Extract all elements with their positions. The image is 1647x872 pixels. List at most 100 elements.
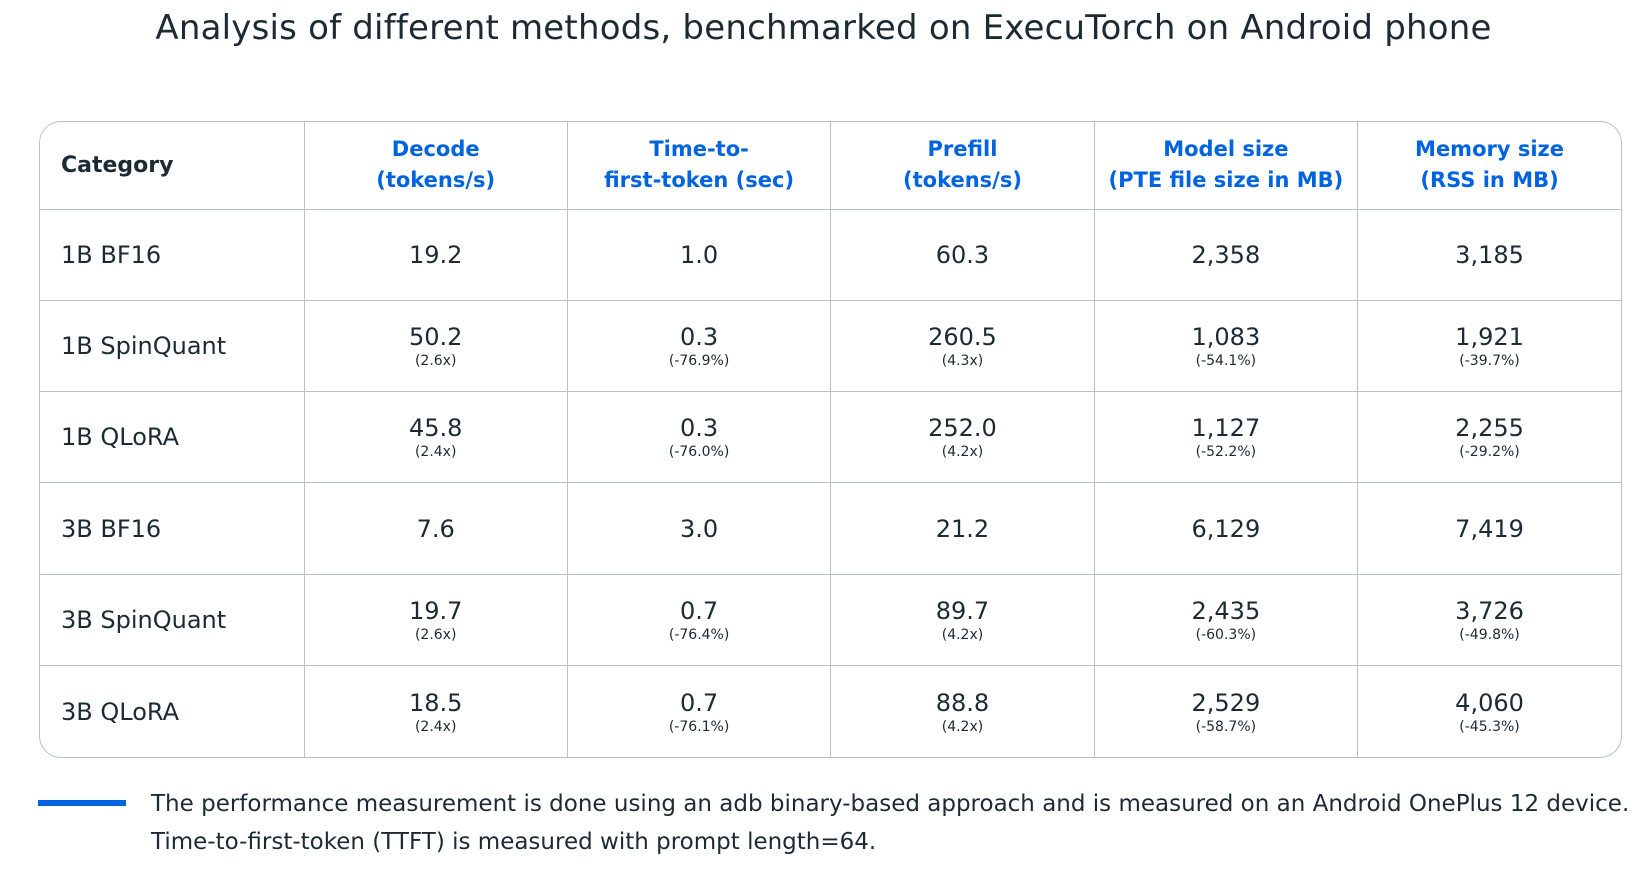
column-header-line: Model size [1163, 137, 1289, 162]
cell-delta: (-76.9%) [668, 352, 730, 369]
cell-value: 21.2 [935, 514, 990, 543]
table-cell: 88.8 (4.2x) [830, 665, 1095, 757]
table-cell: 0.7 (-76.4%) [567, 574, 832, 667]
column-header-line: (RSS in MB) [1420, 168, 1559, 193]
column-header-line: (tokens/s) [903, 168, 1022, 193]
table-cell: 50.2 (2.6x) [304, 300, 568, 393]
column-header-category: Category [40, 122, 305, 210]
table-cell: 1,127 (-52.2%) [1094, 391, 1359, 484]
table-cell: 2,529 (-58.7%) [1094, 665, 1359, 757]
column-header-line: Time-to- [649, 137, 749, 162]
cell-delta: (4.3x) [941, 352, 984, 369]
cell-delta: (-49.8%) [1459, 626, 1520, 643]
cell-value: 1,083 [1191, 322, 1261, 351]
table-cell: 60.3 [830, 209, 1095, 301]
cell-value: 3,726 [1455, 596, 1524, 625]
row-category: 1B BF16 [40, 209, 305, 301]
cell-value: 89.7 [935, 596, 990, 625]
cell-value: 0.7 [680, 688, 719, 717]
table-row: 1B BF16 19.2 1.0 60.3 2,358 3,185 [40, 209, 1621, 301]
cell-delta: (-54.1%) [1195, 352, 1257, 369]
benchmark-table: Category Decode (tokens/s) Time-to- firs… [39, 121, 1622, 758]
table-row: 3B SpinQuant 19.7 (2.6x) 0.7 (-76.4%) 89.7 (4.… [40, 574, 1621, 667]
table-header-row: Category Decode (tokens/s) Time-to- firs… [40, 122, 1621, 210]
column-header-model-size: Model size (PTE file size in MB) [1094, 122, 1359, 210]
cell-value: 7,419 [1455, 514, 1524, 543]
table-body: 1B BF16 19.2 1.0 60.3 2,358 3,185 1B SpinQuant… [40, 209, 1621, 757]
page-title: Analysis of different methods, benchmark… [155, 8, 1492, 48]
cell-delta: (-58.7%) [1195, 718, 1257, 735]
table-cell: 3,726 (-49.8%) [1357, 574, 1621, 667]
footnote-accent-bar [38, 800, 126, 806]
cell-delta: (-29.2%) [1459, 444, 1520, 461]
column-header-line: Prefill [927, 137, 998, 162]
cell-value: 3,185 [1455, 240, 1524, 269]
cell-value: 260.5 [928, 322, 997, 351]
cell-delta: (-76.1%) [668, 718, 730, 735]
cell-value: 1,921 [1455, 322, 1524, 351]
cell-delta: (2.4x) [414, 718, 457, 735]
cell-delta: (-76.4%) [668, 626, 730, 643]
row-category: 3B BF16 [40, 482, 305, 575]
cell-value: 0.3 [680, 322, 719, 351]
table-cell: 2,435 (-60.3%) [1094, 574, 1359, 667]
cell-value: 2,358 [1191, 240, 1261, 269]
cell-value: 1.0 [680, 240, 719, 269]
cell-value: 19.2 [408, 240, 463, 269]
table-cell: 2,255 (-29.2%) [1357, 391, 1621, 484]
table-cell: 19.7 (2.6x) [304, 574, 568, 667]
cell-delta: (4.2x) [941, 626, 984, 643]
table-cell: 2,358 [1094, 209, 1359, 301]
table-row: 1B QLoRA 45.8 (2.4x) 0.3 (-76.0%) 252.0 (4.2x)… [40, 391, 1621, 484]
column-header-line: Memory size [1415, 137, 1565, 162]
cell-value: 19.7 [408, 596, 463, 625]
cell-value: 2,435 [1191, 596, 1261, 625]
cell-value: 88.8 [935, 688, 990, 717]
cell-delta: (-60.3%) [1195, 626, 1257, 643]
cell-value: 50.2 [408, 322, 463, 351]
cell-value: 7.6 [416, 514, 455, 543]
cell-delta: (2.4x) [414, 444, 457, 461]
table-cell: 45.8 (2.4x) [304, 391, 568, 484]
cell-value: 6,129 [1191, 514, 1261, 543]
cell-value: 18.5 [408, 688, 463, 717]
footnote-text: The performance measurement is done usin… [151, 791, 1630, 855]
table-cell: 19.2 [304, 209, 568, 301]
row-category: 1B QLoRA [40, 391, 305, 484]
table-cell: 0.3 (-76.9%) [567, 300, 832, 393]
cell-value: 60.3 [935, 240, 990, 269]
table-cell: 3.0 [567, 482, 832, 575]
table-cell: 7.6 [304, 482, 568, 575]
table-cell: 260.5 (4.3x) [830, 300, 1095, 393]
cell-value: 1,127 [1191, 414, 1261, 443]
cell-value: 2,255 [1455, 414, 1524, 443]
cell-value: 0.3 [680, 414, 719, 443]
cell-value: 2,529 [1191, 688, 1261, 717]
column-header-line: Category [61, 152, 174, 178]
row-category: 3B SpinQuant [40, 574, 305, 667]
table-cell: 4,060 (-45.3%) [1358, 666, 1621, 757]
column-header-line: (tokens/s) [376, 168, 496, 193]
table-row: 3B QLoRA 18.5 (2.4x) 0.7 (-76.1%) 88.8 (4.2x) 2… [40, 665, 1621, 757]
cell-delta: (2.6x) [414, 352, 457, 369]
cell-delta: (4.2x) [941, 444, 984, 461]
cell-value: 4,060 [1455, 688, 1524, 717]
cell-delta: (-52.2%) [1195, 444, 1257, 461]
cell-value: 252.0 [928, 414, 997, 443]
table-cell: 18.5 (2.4x) [304, 665, 568, 757]
column-header-prefill: Prefill (tokens/s) [830, 122, 1095, 210]
table-cell: 7,419 [1357, 482, 1621, 575]
table-cell: 6,129 [1094, 482, 1359, 575]
table-cell: 21.2 [830, 482, 1095, 575]
cell-delta: (2.6x) [414, 626, 457, 643]
cell-value: 0.7 [680, 596, 719, 625]
table-row: 1B SpinQuant 50.2 (2.6x) 0.3 (-76.9%) 260.5 (4… [40, 300, 1621, 393]
column-header-line: Decode [391, 137, 480, 162]
table-cell: 89.7 (4.2x) [830, 574, 1095, 667]
cell-delta: (-45.3%) [1459, 718, 1520, 735]
column-header-time-to-first-token: Time-to- first-token (sec) [567, 122, 832, 210]
cell-value: 45.8 [408, 414, 463, 443]
row-category: 1B SpinQuant [40, 300, 305, 393]
table-cell: 252.0 (4.2x) [830, 391, 1095, 484]
table-cell: 1.0 [567, 209, 832, 301]
